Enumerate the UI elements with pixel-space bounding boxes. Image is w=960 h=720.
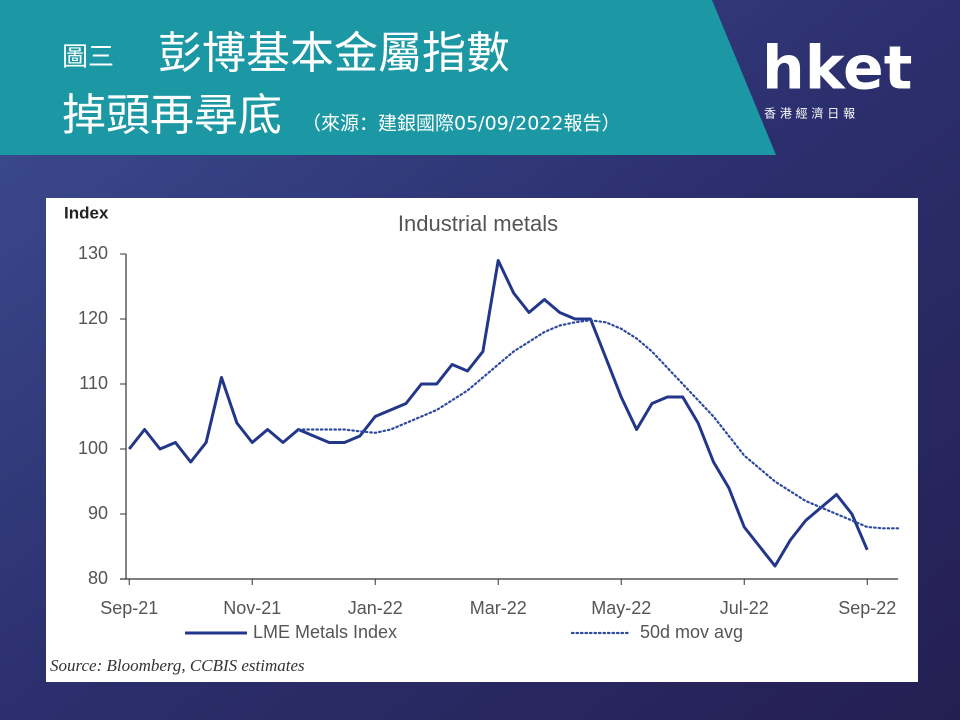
x-tick-label: Jul-22: [720, 598, 769, 618]
x-tick-label: Sep-22: [838, 598, 896, 618]
x-tick-label: Nov-21: [223, 598, 281, 618]
title-line: 掉頭再尋底: [62, 90, 282, 141]
title-banner: [0, 0, 776, 155]
title-line: 彭博基本金屬指數: [158, 28, 510, 79]
chart-title: Industrial metals: [398, 211, 558, 236]
figure-label: 圖三: [62, 43, 114, 73]
y-axis-label: Index: [64, 203, 109, 222]
source-note: （來源：建銀國際05/09/2022報告）: [302, 113, 621, 135]
logo-subtitle: 香 港 經 濟 日 報: [764, 106, 855, 121]
y-tick-label: 90: [88, 503, 108, 523]
chart-source: Source: Bloomberg, CCBIS estimates: [50, 656, 305, 675]
y-tick-label: 120: [78, 308, 108, 328]
chart-panel: [46, 198, 918, 682]
logo: hket: [762, 34, 912, 104]
legend-label: 50d mov avg: [640, 622, 743, 642]
x-tick-label: Mar-22: [470, 598, 527, 618]
y-tick-label: 80: [88, 568, 108, 588]
legend-label: LME Metals Index: [253, 622, 397, 642]
y-tick-label: 130: [78, 243, 108, 263]
x-tick-label: Sep-21: [100, 598, 158, 618]
plot: 80 90 100 110 120 130 Sep-21 Nov-21 Jan-22 Mar-22…: [78, 243, 900, 642]
series-line: [128, 259, 869, 568]
x-tick-label: May-22: [591, 598, 651, 618]
x-tick-label: Jan-22: [348, 598, 403, 618]
y-tick-label: 110: [79, 373, 108, 393]
y-tick-label: 100: [78, 438, 108, 458]
series-line: [297, 319, 900, 530]
